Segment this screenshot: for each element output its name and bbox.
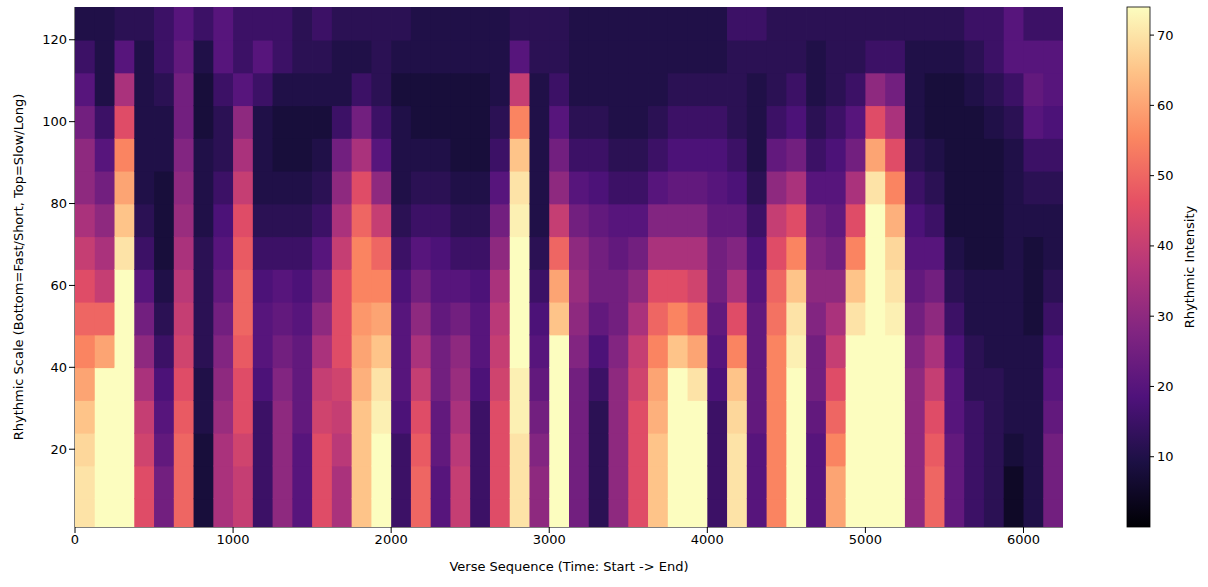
svg-text:20: 20 [50, 442, 67, 457]
svg-text:40: 40 [50, 360, 67, 375]
svg-text:70: 70 [1157, 28, 1174, 43]
svg-text:60: 60 [50, 278, 67, 293]
svg-text:100: 100 [42, 114, 67, 129]
svg-text:120: 120 [42, 32, 67, 47]
svg-text:2000: 2000 [375, 532, 408, 547]
svg-text:1000: 1000 [217, 532, 250, 547]
svg-text:10: 10 [1157, 449, 1174, 464]
svg-text:6000: 6000 [1007, 532, 1040, 547]
svg-text:3000: 3000 [533, 532, 566, 547]
svg-text:30: 30 [1157, 309, 1174, 324]
svg-text:5000: 5000 [849, 532, 882, 547]
svg-text:40: 40 [1157, 238, 1174, 253]
svg-text:4000: 4000 [691, 532, 724, 547]
svg-text:Rhythmic Scale (Bottom=Fast/Sh: Rhythmic Scale (Bottom=Fast/Short, Top=S… [11, 94, 26, 440]
svg-text:60: 60 [1157, 98, 1174, 113]
svg-text:Rhythmic Intensity: Rhythmic Intensity [1182, 205, 1197, 328]
svg-text:80: 80 [50, 196, 67, 211]
svg-text:0: 0 [71, 532, 79, 547]
svg-text:20: 20 [1157, 379, 1174, 394]
svg-text:Verse Sequence (Time: Start ->: Verse Sequence (Time: Start -> End) [449, 559, 688, 574]
svg-text:50: 50 [1157, 168, 1174, 183]
